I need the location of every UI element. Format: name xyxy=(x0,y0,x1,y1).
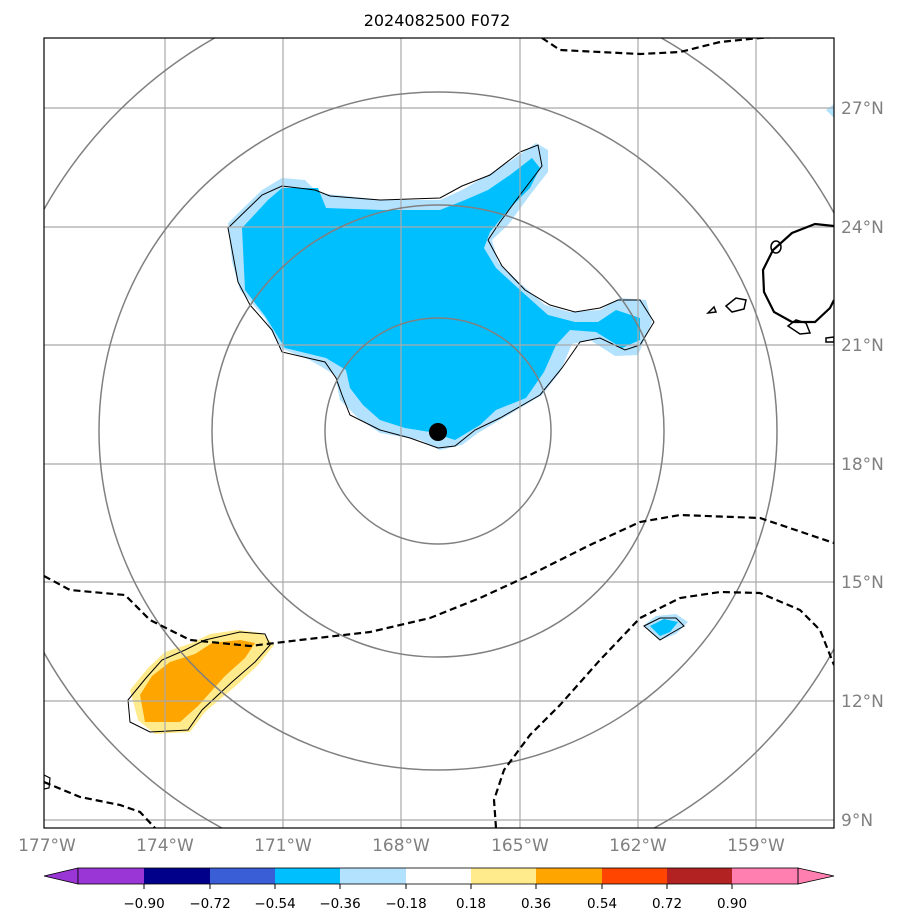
lat-label-9n: 9°N xyxy=(841,811,873,831)
lat-label-15n: 15°N xyxy=(841,573,884,593)
dashed-contour-top xyxy=(541,38,777,56)
dashed-contours xyxy=(44,38,834,828)
island-d xyxy=(786,319,812,335)
cyan-small-fill xyxy=(650,619,678,636)
colorbar-tick-label-6: 0.18 xyxy=(456,896,486,912)
colorbar-bin-2 xyxy=(144,868,210,884)
island-outlines xyxy=(44,222,834,790)
island-f xyxy=(44,774,51,790)
colorbar-extend-max xyxy=(797,867,835,885)
lat-label-21n: 21°N xyxy=(841,336,884,356)
dashed-contour-right-arc xyxy=(492,590,834,828)
colorbar-bin-6 xyxy=(406,868,471,884)
colorbar-bin-11 xyxy=(732,868,798,884)
colorbar-tick-label-7: 0.36 xyxy=(521,896,551,912)
lon-label-171w: 171°W xyxy=(254,836,312,856)
cyan-inner-fill xyxy=(242,158,640,440)
lon-label-174w: 174°W xyxy=(136,836,194,856)
lat-label-18n: 18°N xyxy=(841,455,884,475)
colorbar-tick-label-3: −0.54 xyxy=(254,896,295,912)
lon-label-165w: 165°W xyxy=(491,836,549,856)
range-ring-3 xyxy=(98,91,778,771)
longitude-labels: 177°W 174°W 171°W 168°W 165°W 162°W 159°… xyxy=(18,836,785,856)
cyan-outline xyxy=(227,144,655,449)
colorbar-frame xyxy=(77,867,799,885)
colorbar: −0.90 −0.72 −0.54 −0.36 −0.18 0.18 0.36 … xyxy=(43,867,835,912)
latitude-labels: 27°N 24°N 21°N 18°N 15°N 12°N 9°N xyxy=(841,99,884,831)
colorbar-bin-4 xyxy=(275,868,340,884)
colorbar-extend-min xyxy=(43,867,79,885)
colorbar-tick-label-5: −0.18 xyxy=(385,896,426,912)
lon-label-177w: 177°W xyxy=(18,836,76,856)
colorbar-bin-9 xyxy=(602,868,667,884)
range-ring-1 xyxy=(324,317,552,545)
cyan-small-outline xyxy=(643,617,685,641)
figure-title: 2024082500 F072 xyxy=(364,11,511,30)
island-c xyxy=(705,305,718,315)
lat-label-27n: 27°N xyxy=(841,99,884,119)
lat-label-12n: 12°N xyxy=(841,692,884,712)
orange-outline xyxy=(127,631,271,733)
colorbar-tick-label-10: 0.90 xyxy=(717,896,747,912)
island-a xyxy=(770,240,782,254)
gridlines xyxy=(44,38,834,828)
colorbar-tick-label-8: 0.54 xyxy=(587,896,617,912)
lon-label-159w: 159°W xyxy=(727,836,785,856)
lon-label-162w: 162°W xyxy=(609,836,667,856)
lon-label-168w: 168°W xyxy=(372,836,430,856)
solid-contour-right xyxy=(761,222,834,324)
colorbar-bin-3 xyxy=(210,868,275,884)
range-ring-2 xyxy=(211,204,665,658)
colorbar-tick-label-9: 0.72 xyxy=(652,896,682,912)
colorbar-tick-label-1: −0.90 xyxy=(123,896,164,912)
colorbar-tick-label-4: −0.36 xyxy=(319,896,360,912)
map-frame xyxy=(43,37,835,829)
colorbar-tick-label-2: −0.72 xyxy=(189,896,230,912)
island-b xyxy=(724,297,747,313)
colorbar-bin-10 xyxy=(667,868,732,884)
range-rings xyxy=(44,38,834,828)
colorbar-ticks xyxy=(143,884,733,889)
lat-label-24n: 24°N xyxy=(841,218,884,238)
dashed-contour-middle xyxy=(44,513,834,648)
contour-outlines xyxy=(127,144,685,733)
map-plot-area xyxy=(44,38,834,828)
colorbar-bin-7 xyxy=(471,868,536,884)
dashed-contour-bottom-left xyxy=(44,780,156,828)
colorbar-bin-8 xyxy=(536,868,602,884)
storm-center-marker xyxy=(429,423,447,441)
colorbar-bin-1 xyxy=(78,868,144,884)
colorbar-bin-5 xyxy=(340,868,406,884)
island-e xyxy=(825,336,834,343)
